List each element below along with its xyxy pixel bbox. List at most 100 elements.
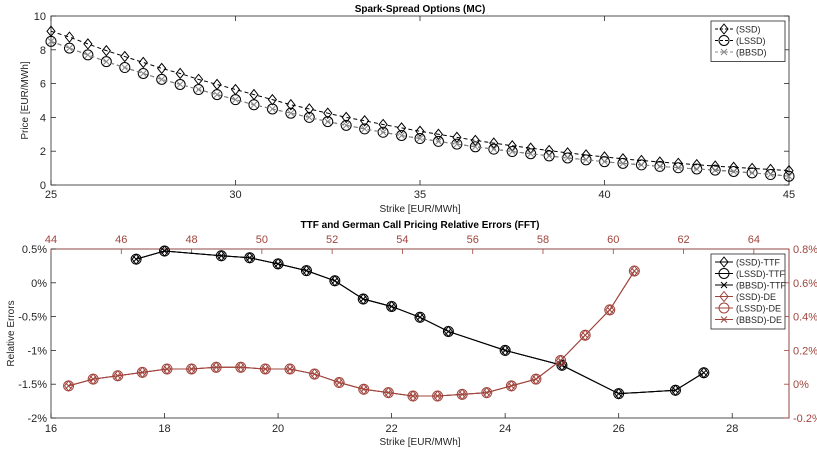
data-point-s0 bbox=[396, 122, 407, 134]
data-point-s1 bbox=[272, 258, 284, 270]
data-point-s1 bbox=[499, 344, 511, 356]
legend-label-0: (SSD)-TTF bbox=[736, 258, 780, 268]
y-tick-label: 0.5% bbox=[22, 244, 47, 256]
data-point-s1 bbox=[119, 62, 131, 74]
y-tick-label: 2 bbox=[40, 146, 46, 158]
series-line-2 bbox=[50, 40, 790, 177]
data-point-s5 bbox=[89, 375, 97, 383]
data-point-s1 bbox=[451, 138, 463, 150]
data-point-s4 bbox=[136, 366, 148, 378]
data-point-s1 bbox=[783, 170, 795, 182]
data-point-s5 bbox=[311, 370, 318, 378]
data-point-s1 bbox=[130, 253, 142, 265]
data-point-s4 bbox=[382, 387, 394, 399]
y2-tick-label: 0.8% bbox=[793, 244, 817, 256]
data-point-s5 bbox=[188, 365, 195, 373]
y-axis-label: Price [EUR/MWh] bbox=[20, 61, 31, 140]
data-point-s5 bbox=[631, 267, 638, 275]
data-point-s0 bbox=[729, 161, 739, 174]
data-point-s2 bbox=[217, 252, 225, 260]
data-point-s4 bbox=[505, 380, 517, 392]
x2-tick-label: 56 bbox=[467, 234, 479, 246]
data-point-s4 bbox=[604, 304, 616, 316]
data-point-s5 bbox=[237, 363, 245, 371]
data-point-s4 bbox=[112, 370, 124, 382]
data-point-s2 bbox=[246, 254, 254, 262]
legend-label-2: (BBSD) bbox=[736, 48, 767, 58]
data-point-s4 bbox=[579, 329, 591, 341]
data-point-s2 bbox=[730, 168, 738, 175]
data-point-s2 bbox=[305, 114, 313, 121]
data-point-s1 bbox=[543, 150, 555, 162]
data-point-s5 bbox=[409, 392, 417, 400]
data-point-s1 bbox=[525, 148, 537, 160]
y-tick-label: 0% bbox=[31, 278, 47, 290]
x-tick-label: 16 bbox=[45, 423, 57, 435]
series-line-5 bbox=[68, 270, 635, 397]
legend: (SSD)(LSSD) (BBSD) bbox=[710, 20, 786, 62]
legend-box bbox=[710, 20, 786, 62]
y-tick-label: -0.5% bbox=[18, 312, 47, 324]
data-point-s2 bbox=[84, 51, 92, 59]
data-point-s2 bbox=[342, 121, 350, 129]
data-point-s0 bbox=[470, 134, 480, 147]
legend-marker-0 bbox=[719, 256, 729, 268]
data-point-s2 bbox=[139, 70, 147, 77]
x2-tick-label: 60 bbox=[607, 234, 619, 246]
data-point-s2 bbox=[445, 328, 452, 335]
legend-marker-2 bbox=[720, 48, 728, 56]
data-point-s5 bbox=[360, 385, 368, 393]
legend-marker-1 bbox=[718, 35, 730, 46]
data-point-s5 bbox=[212, 363, 220, 371]
chart-relative-errors: 16 18 20 22 24 26 28 44 46 48 50 52 54 56 58 60 62 64 -2% -… bbox=[6, 220, 817, 448]
legend-label-1: (LSSD)-TTF bbox=[736, 269, 785, 279]
data-point-s1 bbox=[211, 89, 223, 101]
data-point-s2 bbox=[287, 109, 295, 117]
data-point-s5 bbox=[335, 379, 343, 386]
x-tick-label: 45 bbox=[783, 189, 795, 201]
data-point-s0 bbox=[341, 111, 351, 124]
x-tick-label: 30 bbox=[229, 189, 241, 201]
legend-label-0: (SSD) bbox=[736, 25, 761, 35]
data-point-s1 bbox=[137, 67, 149, 79]
data-point-s1 bbox=[174, 78, 186, 90]
data-point-s2 bbox=[674, 164, 682, 172]
data-point-s2 bbox=[398, 132, 405, 139]
data-point-s0 bbox=[323, 107, 333, 119]
data-point-s2 bbox=[303, 267, 310, 274]
data-point-s1 bbox=[386, 300, 398, 312]
x2-tick-label: 46 bbox=[115, 234, 127, 246]
data-point-s0 bbox=[120, 50, 130, 63]
data-point-s4 bbox=[63, 380, 75, 392]
data-point-s4 bbox=[530, 373, 542, 385]
plot-area bbox=[50, 248, 790, 419]
data-point-s1 bbox=[359, 123, 371, 135]
data-point-s2 bbox=[213, 91, 221, 98]
data-point-s0 bbox=[157, 62, 167, 75]
series-line-0 bbox=[50, 30, 790, 172]
data-point-s1 bbox=[377, 126, 389, 138]
data-point-s5 bbox=[557, 357, 564, 364]
x2-tick-label: 50 bbox=[256, 234, 268, 246]
data-point-s0 bbox=[304, 103, 314, 115]
data-point-s4 bbox=[358, 383, 370, 395]
data-point-s2 bbox=[582, 156, 590, 164]
data-point-s1 bbox=[469, 141, 481, 153]
data-point-s4 bbox=[87, 373, 99, 385]
data-point-s2 bbox=[700, 369, 708, 377]
data-point-s1 bbox=[580, 154, 592, 166]
data-point-s1 bbox=[442, 325, 454, 337]
data-point-s0 bbox=[267, 93, 278, 106]
data-point-s1 bbox=[63, 42, 75, 54]
x-tick-label: 40 bbox=[598, 189, 610, 201]
data-point-s1 bbox=[562, 152, 574, 164]
data-point-s5 bbox=[434, 392, 441, 400]
data-point-s2 bbox=[269, 105, 276, 113]
data-point-s2 bbox=[47, 37, 55, 45]
legend-label-4: (LSSD)-DE bbox=[736, 304, 781, 314]
data-point-s2 bbox=[545, 152, 553, 160]
data-point-s1 bbox=[556, 359, 568, 371]
data-point-s2 bbox=[66, 44, 73, 52]
data-point-s1 bbox=[230, 94, 241, 106]
